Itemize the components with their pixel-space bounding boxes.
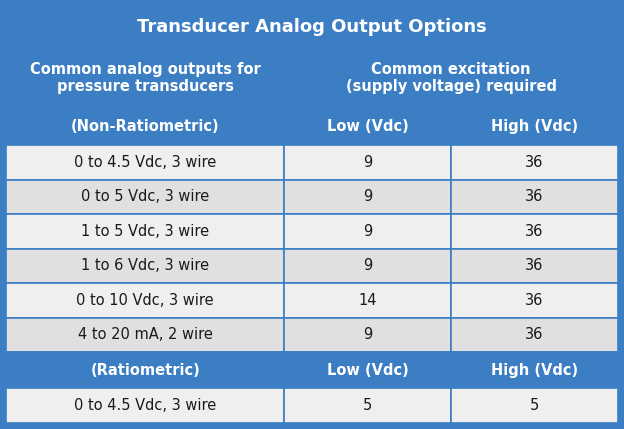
Bar bbox=[451, 248, 618, 283]
Text: 36: 36 bbox=[525, 155, 544, 170]
Text: High (Vdc): High (Vdc) bbox=[491, 363, 578, 378]
Bar bbox=[451, 214, 618, 248]
Bar bbox=[285, 248, 451, 283]
Bar bbox=[6, 179, 285, 214]
Text: 0 to 4.5 Vdc, 3 wire: 0 to 4.5 Vdc, 3 wire bbox=[74, 155, 217, 170]
Text: 5: 5 bbox=[530, 398, 539, 413]
Text: Transducer Analog Output Options: Transducer Analog Output Options bbox=[137, 18, 487, 36]
Text: 9: 9 bbox=[363, 327, 373, 342]
Text: 9: 9 bbox=[363, 155, 373, 170]
Text: 14: 14 bbox=[358, 293, 377, 308]
Bar bbox=[285, 214, 451, 248]
Text: (Ratiometric): (Ratiometric) bbox=[90, 363, 200, 378]
Text: 36: 36 bbox=[525, 327, 544, 342]
Text: 1 to 6 Vdc, 3 wire: 1 to 6 Vdc, 3 wire bbox=[81, 258, 209, 273]
Bar bbox=[285, 352, 451, 389]
Text: High (Vdc): High (Vdc) bbox=[491, 119, 578, 134]
Bar bbox=[451, 283, 618, 317]
Bar bbox=[6, 389, 285, 423]
Text: Common excitation
(supply voltage) required: Common excitation (supply voltage) requi… bbox=[346, 62, 557, 94]
Text: 36: 36 bbox=[525, 189, 544, 204]
Text: 36: 36 bbox=[525, 258, 544, 273]
Bar bbox=[285, 389, 451, 423]
Bar bbox=[6, 47, 285, 109]
Bar bbox=[451, 352, 618, 389]
Bar bbox=[6, 214, 285, 248]
Bar bbox=[285, 317, 451, 352]
Text: 36: 36 bbox=[525, 224, 544, 239]
Bar bbox=[451, 317, 618, 352]
Bar bbox=[6, 352, 285, 389]
Text: 0 to 4.5 Vdc, 3 wire: 0 to 4.5 Vdc, 3 wire bbox=[74, 398, 217, 413]
Text: 36: 36 bbox=[525, 293, 544, 308]
Bar bbox=[285, 283, 451, 317]
Bar bbox=[6, 145, 285, 179]
Text: 0 to 10 Vdc, 3 wire: 0 to 10 Vdc, 3 wire bbox=[76, 293, 214, 308]
Text: 9: 9 bbox=[363, 224, 373, 239]
Bar bbox=[451, 145, 618, 179]
Text: 9: 9 bbox=[363, 189, 373, 204]
Bar bbox=[451, 109, 618, 145]
Bar bbox=[6, 317, 285, 352]
Text: 4 to 20 mA, 2 wire: 4 to 20 mA, 2 wire bbox=[78, 327, 213, 342]
Text: 0 to 5 Vdc, 3 wire: 0 to 5 Vdc, 3 wire bbox=[81, 189, 210, 204]
Text: 1 to 5 Vdc, 3 wire: 1 to 5 Vdc, 3 wire bbox=[81, 224, 209, 239]
Bar bbox=[6, 248, 285, 283]
Bar bbox=[6, 6, 618, 47]
Bar bbox=[285, 145, 451, 179]
Text: 5: 5 bbox=[363, 398, 373, 413]
Bar bbox=[285, 179, 451, 214]
Text: (Non-Ratiometric): (Non-Ratiometric) bbox=[71, 119, 220, 134]
Bar bbox=[451, 389, 618, 423]
Text: Common analog outputs for
pressure transducers: Common analog outputs for pressure trans… bbox=[30, 62, 261, 94]
Bar bbox=[451, 179, 618, 214]
Text: Low (Vdc): Low (Vdc) bbox=[327, 119, 409, 134]
Text: 9: 9 bbox=[363, 258, 373, 273]
Bar bbox=[285, 47, 618, 109]
Bar bbox=[285, 109, 451, 145]
Text: Low (Vdc): Low (Vdc) bbox=[327, 363, 409, 378]
Bar bbox=[6, 109, 285, 145]
Bar bbox=[6, 283, 285, 317]
